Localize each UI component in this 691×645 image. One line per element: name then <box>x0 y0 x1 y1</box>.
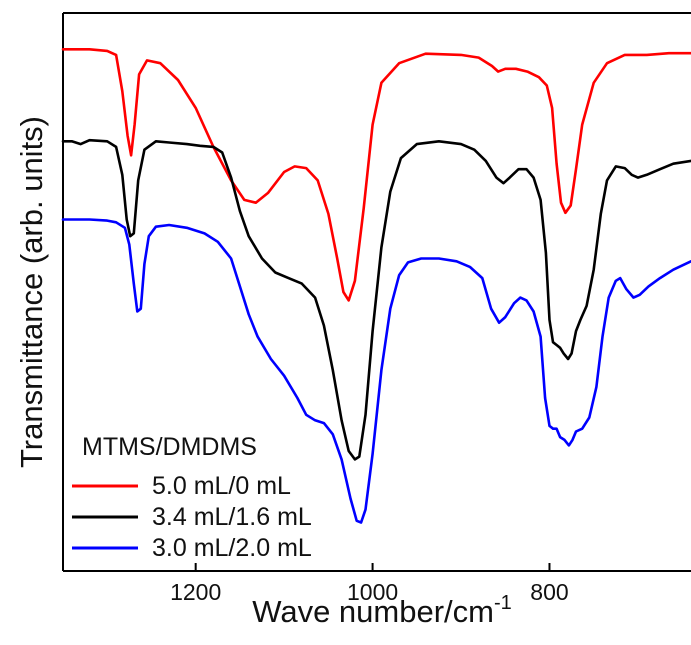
y-axis-title: Transmittance (arb. units) <box>14 116 49 468</box>
series-layer <box>61 48 691 524</box>
legend-label-1: 5.0 mL/0 mL <box>152 472 291 500</box>
plot-frame <box>62 12 691 572</box>
x-tick-label-1200: 1200 <box>170 579 221 605</box>
x-axis-title-main: Wave number/cm <box>252 594 494 629</box>
x-tick-label-800: 800 <box>530 579 568 605</box>
x-axis-ticks: 1200 1000 800 <box>170 563 569 605</box>
legend-entries: 5.0 mL/0 mL 3.4 mL/1.6 mL 3.0 mL/2.0 mL <box>72 472 312 562</box>
legend-label-3: 3.0 mL/2.0 mL <box>152 534 312 562</box>
series-line-3 <box>61 218 691 524</box>
series-line-2 <box>61 138 691 461</box>
x-axis-title-superscript: -1 <box>494 592 512 614</box>
x-axis-title: Wave number/cm-1 <box>252 592 512 629</box>
x-tick-label-1000: 1000 <box>347 579 398 605</box>
legend-label-2: 3.4 mL/1.6 mL <box>152 503 312 531</box>
legend-title: MTMS/DMDMS <box>82 433 257 461</box>
series-line-1 <box>61 48 691 302</box>
legend: MTMS/DMDMS 5.0 mL/0 mL 3.4 mL/1.6 mL 3.0 m… <box>72 433 312 562</box>
